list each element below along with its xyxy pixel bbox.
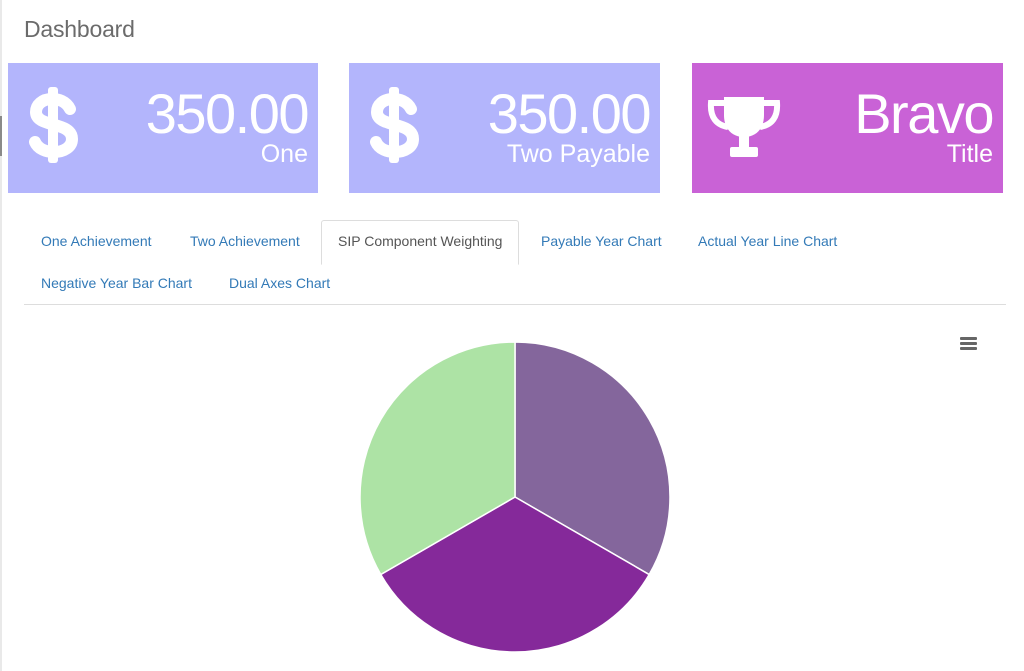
- stat-card-title: Bravo Title: [692, 63, 1003, 193]
- tab-negative-year-bar-chart[interactable]: Negative Year Bar Chart: [41, 275, 192, 291]
- tab-two-achievement[interactable]: Two Achievement: [190, 233, 300, 249]
- left-edge-rule: [0, 0, 2, 671]
- card-value: Bravo: [854, 82, 994, 145]
- stat-card-one: 350.00 One: [8, 63, 318, 193]
- pie-slice-1[interactable]: [514, 341, 671, 576]
- card-value: 350.00: [145, 82, 310, 145]
- stat-card-two-payable: 350.00 Two Payable: [349, 63, 660, 193]
- hamburger-menu-icon[interactable]: [958, 334, 980, 354]
- dollar-icon: [370, 87, 420, 163]
- tab-sip-component-weighting[interactable]: SIP Component Weighting: [321, 220, 520, 265]
- tab-dual-axes-chart[interactable]: Dual Axes Chart: [229, 275, 331, 291]
- pie-slice-3[interactable]: [359, 341, 516, 576]
- tab-one-achievement[interactable]: One Achievement: [41, 233, 152, 249]
- chart-tabs: One Achievement Two Achievement SIP Comp…: [24, 220, 1006, 305]
- card-label: Two Payable: [506, 140, 650, 168]
- left-edge-marker: [0, 116, 2, 156]
- dollar-icon: [29, 87, 79, 163]
- card-label: Title: [946, 140, 993, 168]
- trophy-icon: [707, 97, 781, 157]
- page-title: Dashboard: [24, 16, 135, 42]
- card-value: 350.00: [487, 82, 652, 145]
- tab-actual-year-line-chart[interactable]: Actual Year Line Chart: [698, 233, 838, 249]
- card-label: One: [260, 140, 308, 168]
- tab-payable-year-chart[interactable]: Payable Year Chart: [541, 233, 662, 249]
